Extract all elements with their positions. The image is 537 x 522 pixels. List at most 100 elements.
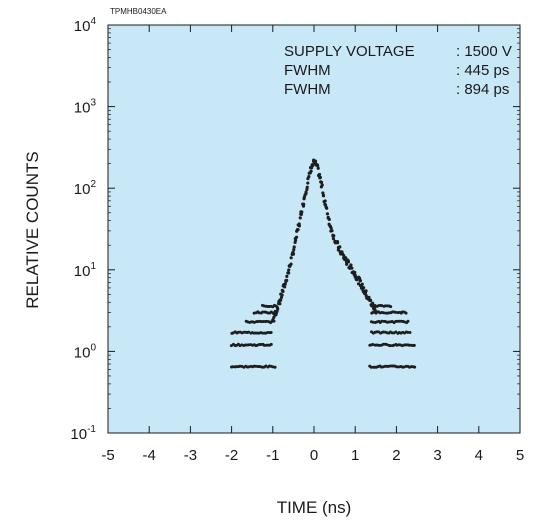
data-point — [369, 365, 373, 369]
data-point — [412, 343, 416, 347]
data-point — [413, 365, 417, 369]
x-tick-label: -5 — [101, 447, 114, 464]
data-point — [316, 164, 320, 168]
data-point — [364, 289, 368, 293]
data-point — [269, 330, 273, 334]
data-point — [298, 216, 302, 220]
data-point — [350, 266, 354, 270]
data-point — [361, 286, 366, 290]
data-point — [358, 276, 362, 280]
data-point — [281, 289, 285, 293]
annotation-block: SUPPLY VOLTAGE: 1500 V FWHM: 445 ps FWHM: … — [284, 43, 512, 98]
data-point — [331, 237, 336, 241]
data-point — [309, 169, 313, 173]
x-tick-label: 3 — [433, 447, 441, 464]
data-point — [318, 175, 322, 180]
data-point — [346, 260, 351, 264]
plot-area — [107, 24, 521, 434]
data-point — [373, 308, 377, 312]
data-point — [269, 342, 273, 346]
data-point — [345, 262, 349, 266]
x-tick-label: 1 — [351, 447, 359, 464]
data-point — [287, 268, 291, 272]
data-point — [299, 212, 303, 216]
data-point — [371, 343, 375, 347]
data-point — [353, 273, 357, 277]
data-point — [394, 310, 398, 314]
data-point — [257, 311, 261, 315]
annotation-label: FWHM — [284, 62, 331, 79]
data-point — [406, 319, 410, 323]
y-tick-label: 103 — [74, 98, 97, 117]
data-point — [289, 262, 293, 266]
data-point — [305, 185, 309, 189]
x-tick-label: -3 — [184, 447, 197, 464]
data-point — [349, 263, 353, 267]
data-point — [367, 295, 371, 299]
data-point — [388, 344, 392, 348]
data-point — [338, 245, 342, 249]
data-point — [279, 298, 283, 302]
data-point — [385, 342, 389, 346]
data-point — [368, 299, 373, 303]
data-point — [231, 365, 235, 369]
data-point — [404, 311, 408, 315]
data-point — [247, 343, 251, 347]
data-point — [353, 270, 357, 275]
data-point — [276, 307, 280, 311]
data-point — [261, 310, 265, 314]
y-tick-label: 100 — [74, 342, 97, 361]
data-point — [316, 166, 320, 170]
data-point — [283, 282, 287, 286]
data-point — [321, 194, 326, 198]
data-point — [280, 293, 284, 297]
data-point — [270, 320, 274, 324]
data-point — [395, 365, 399, 369]
x-tick-label: 2 — [392, 447, 400, 464]
data-point — [360, 282, 364, 286]
axis-ticks: -5 -4 -3 -2 -1 0 1 2 3 4 5 10-1 100 101 102 103 104 — [70, 16, 524, 464]
data-point — [323, 199, 327, 203]
data-point — [247, 330, 251, 334]
data-point — [297, 222, 301, 226]
data-point — [330, 229, 334, 233]
data-point — [285, 274, 289, 278]
data-point — [278, 302, 282, 306]
data-point — [313, 159, 318, 163]
y-tick-label: 10-1 — [70, 424, 96, 443]
x-tick-label: 5 — [516, 447, 524, 464]
data-point — [300, 210, 304, 214]
data-point — [325, 212, 330, 216]
y-tick-label: 104 — [74, 16, 97, 35]
data-point — [291, 252, 296, 256]
data-point — [358, 279, 363, 283]
data-point — [294, 235, 299, 239]
data-point — [273, 365, 277, 369]
data-point — [283, 285, 287, 289]
data-point — [325, 206, 329, 210]
data-point — [371, 310, 375, 314]
data-point — [319, 180, 324, 184]
data-points — [229, 158, 417, 369]
data-point — [306, 181, 310, 185]
x-tick-label: -2 — [225, 447, 238, 464]
annotation-value: : 445 ps — [456, 62, 509, 79]
annotation-label: SUPPLY VOLTAGE — [284, 43, 415, 60]
x-axis-title: TIME (ns) — [277, 498, 352, 517]
data-point — [380, 319, 384, 323]
data-point — [287, 271, 291, 275]
y-axis-title: RELATIVE COUNTS — [23, 151, 42, 308]
data-point — [302, 202, 306, 206]
data-point — [408, 330, 412, 334]
data-point — [285, 278, 289, 282]
x-tick-label: -1 — [266, 447, 279, 464]
data-point — [320, 183, 324, 187]
data-point — [317, 172, 322, 177]
data-point — [293, 238, 298, 242]
data-point — [327, 217, 331, 221]
data-point — [406, 330, 410, 334]
data-point — [332, 234, 336, 238]
x-tick-label: -4 — [143, 447, 156, 464]
data-point — [272, 319, 276, 323]
